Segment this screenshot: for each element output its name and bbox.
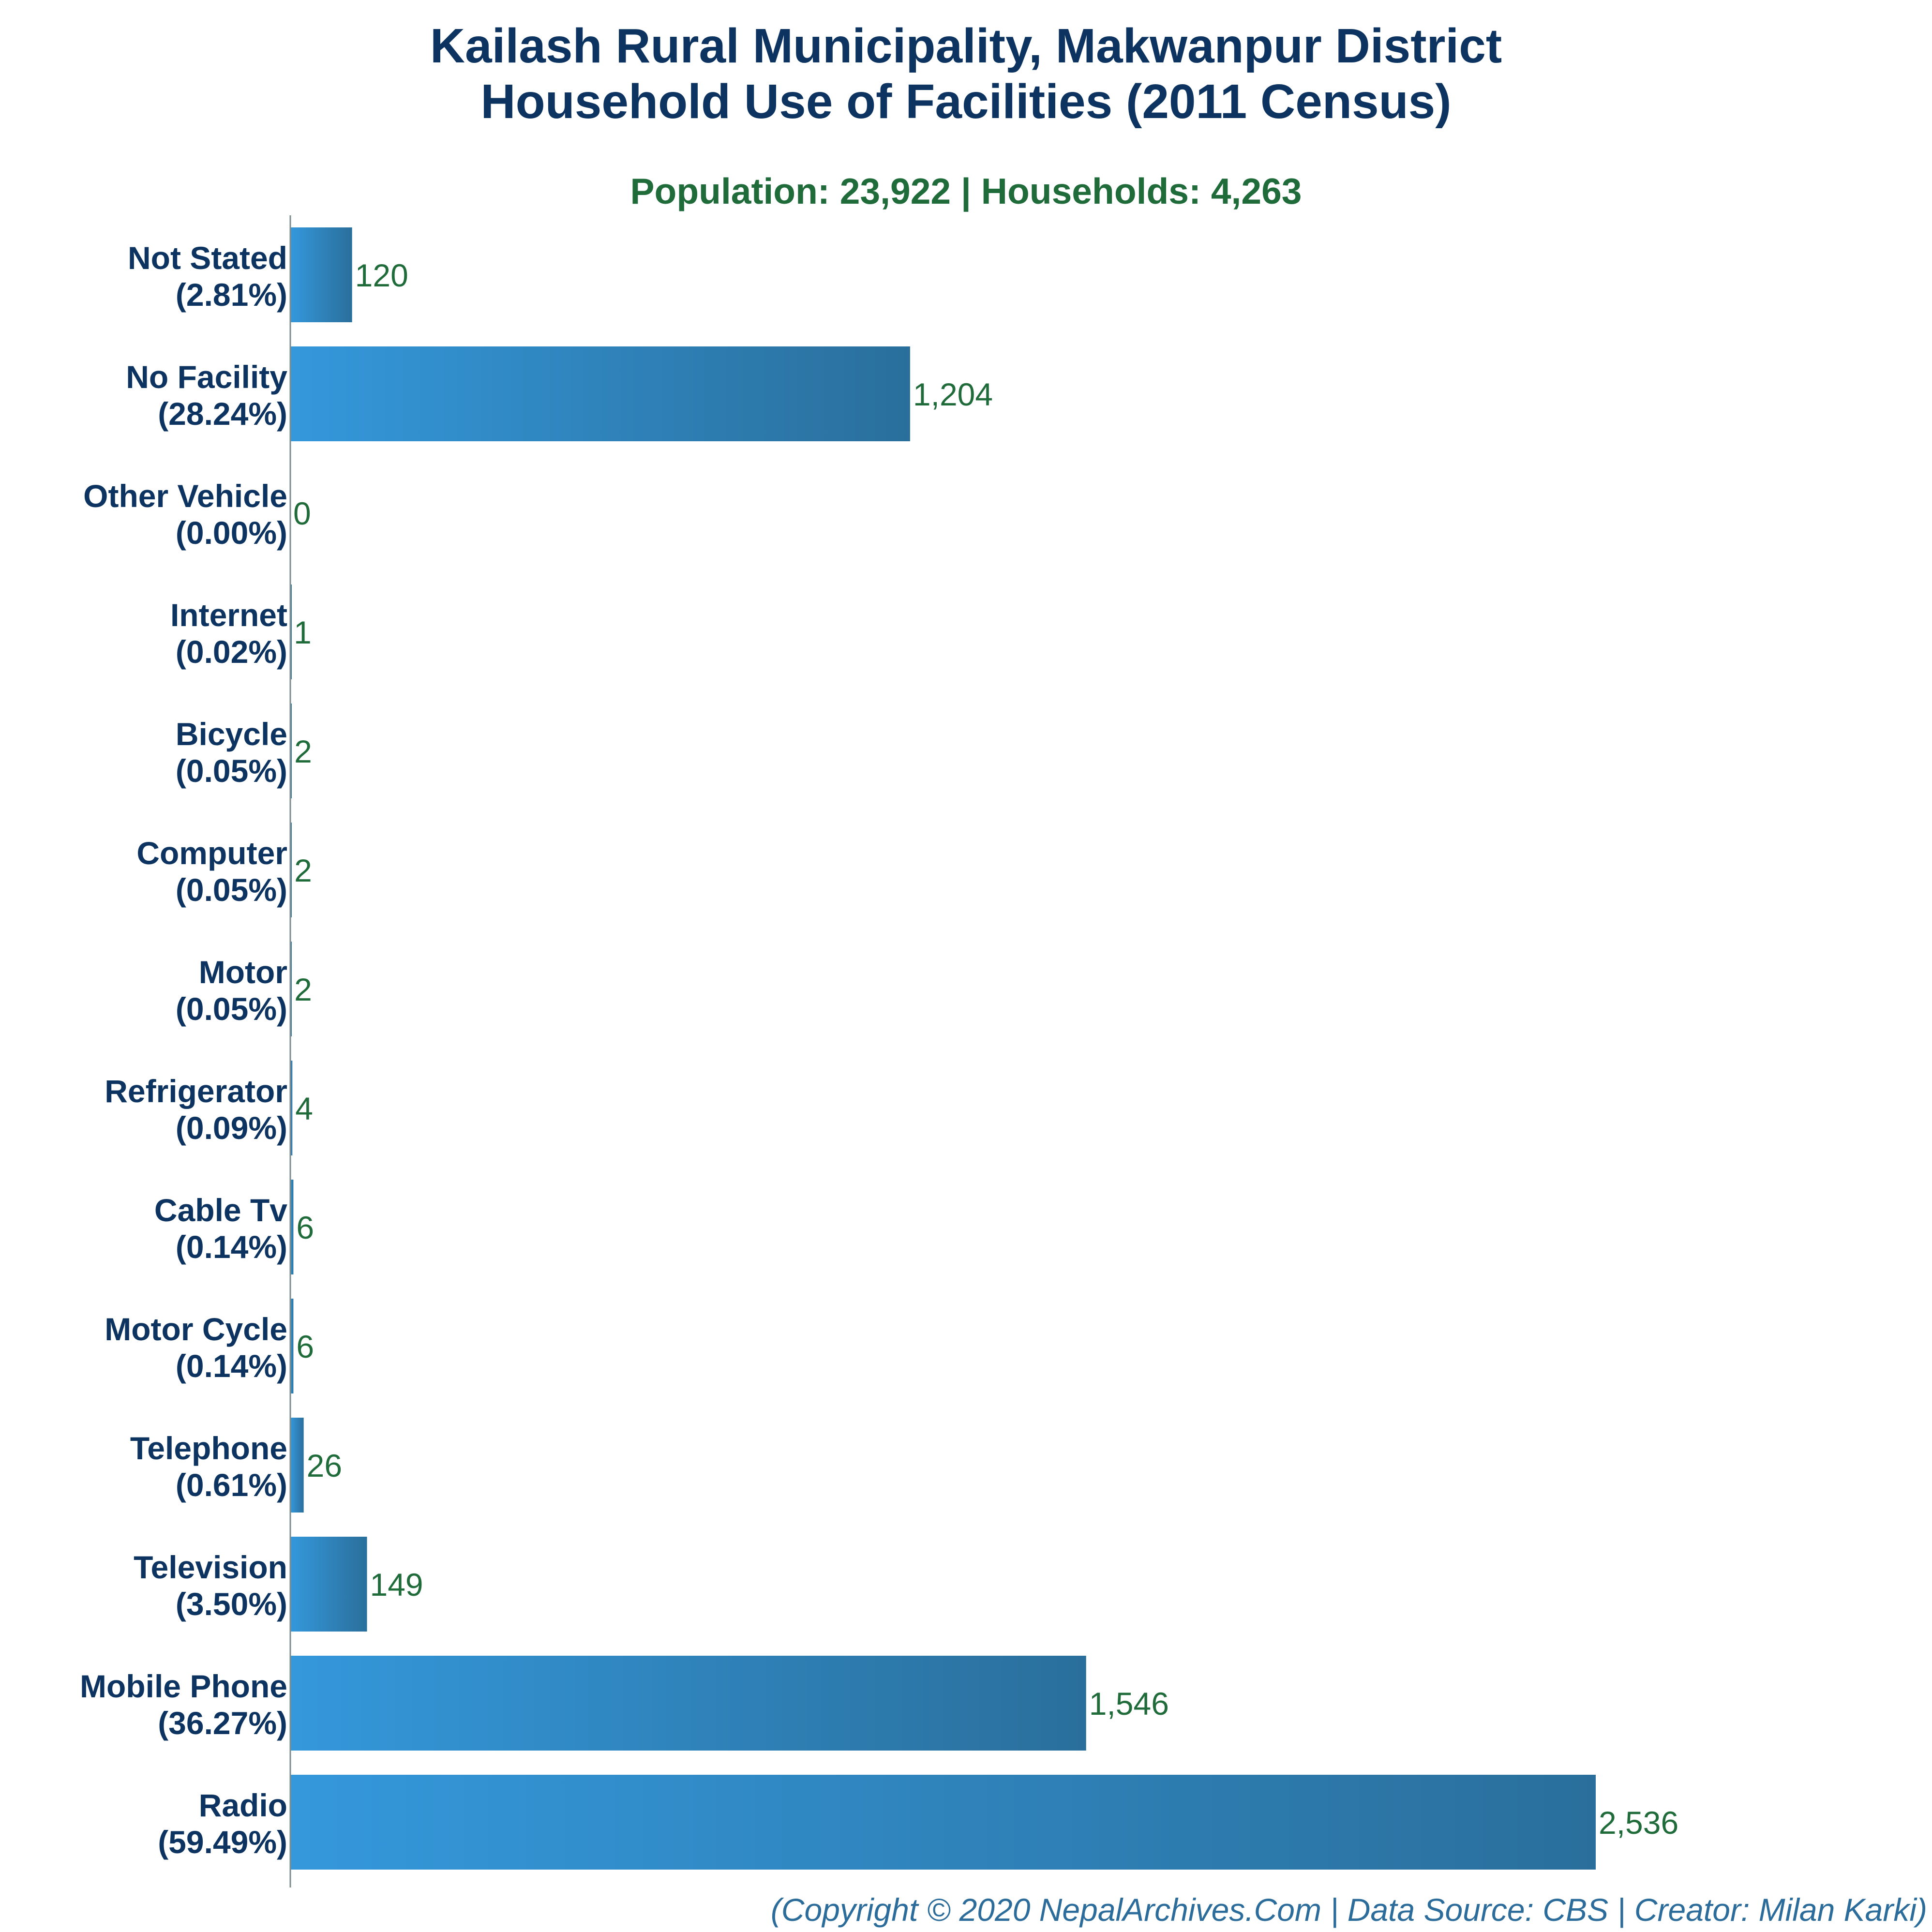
bar-no-facility [290, 346, 910, 441]
bar-motor-cycle [290, 1299, 294, 1393]
percent-label: (0.02%) [176, 634, 287, 670]
value-label: 1,204 [913, 376, 993, 412]
percent-label: (36.27%) [158, 1705, 287, 1741]
category-label: No Facility [126, 359, 287, 395]
value-label: 26 [307, 1448, 342, 1483]
percent-label: (0.05%) [176, 872, 287, 908]
bar-radio [290, 1775, 1596, 1870]
bar-refrigerator [290, 1061, 293, 1155]
percent-label: (28.24%) [158, 396, 287, 432]
percent-label: (0.14%) [176, 1348, 287, 1384]
category-label: Bicycle [176, 716, 287, 752]
value-label: 149 [370, 1567, 423, 1603]
bar-mobile-phone [290, 1656, 1086, 1751]
category-label: Not Stated [128, 240, 287, 276]
category-label: Other Vehicle [83, 478, 287, 514]
chart-footer: (Copyright © 2020 NepalArchives.Com | Da… [770, 1892, 1927, 1928]
percent-label: (0.14%) [176, 1229, 287, 1265]
value-label: 1 [294, 614, 312, 650]
bar-television [290, 1537, 367, 1632]
percent-label: (3.50%) [176, 1586, 287, 1622]
value-label: 2,536 [1599, 1805, 1678, 1841]
category-label: Cable Tv [154, 1192, 287, 1228]
percent-label: (0.61%) [176, 1467, 287, 1503]
value-label: 4 [295, 1091, 313, 1126]
bar-telephone [290, 1418, 304, 1513]
category-label: Telephone [130, 1430, 287, 1466]
chart-title-line2: Household Use of Facilities (2011 Census… [480, 75, 1452, 129]
chart-subtitle: Population: 23,922 | Households: 4,263 [630, 171, 1302, 211]
category-label: Mobile Phone [80, 1668, 287, 1704]
value-label: 2 [294, 853, 312, 888]
percent-label: (59.49%) [158, 1824, 287, 1860]
value-label: 2 [294, 734, 312, 769]
category-label: Television [134, 1549, 287, 1585]
category-label: Motor [199, 954, 287, 990]
category-label: Refrigerator [105, 1073, 287, 1109]
percent-label: (2.81%) [176, 277, 287, 313]
value-label: 120 [355, 257, 408, 293]
percent-label: (0.00%) [176, 515, 287, 551]
value-label: 0 [293, 495, 311, 531]
value-label: 6 [296, 1210, 314, 1245]
percent-label: (0.05%) [176, 753, 287, 789]
value-label: 2 [294, 972, 312, 1007]
bar-not-stated [290, 227, 352, 322]
category-label: Radio [199, 1787, 287, 1823]
category-label: Computer [136, 835, 287, 871]
value-label: 1,546 [1089, 1686, 1169, 1722]
percent-label: (0.09%) [176, 1110, 287, 1146]
category-label: Motor Cycle [105, 1311, 287, 1347]
percent-label: (0.05%) [176, 991, 287, 1027]
category-label: Internet [170, 597, 287, 633]
chart-title: Kailash Rural Municipality, Makwanpur Di… [430, 19, 1502, 73]
bar-cable-tv [290, 1180, 294, 1274]
value-label: 6 [296, 1329, 314, 1364]
